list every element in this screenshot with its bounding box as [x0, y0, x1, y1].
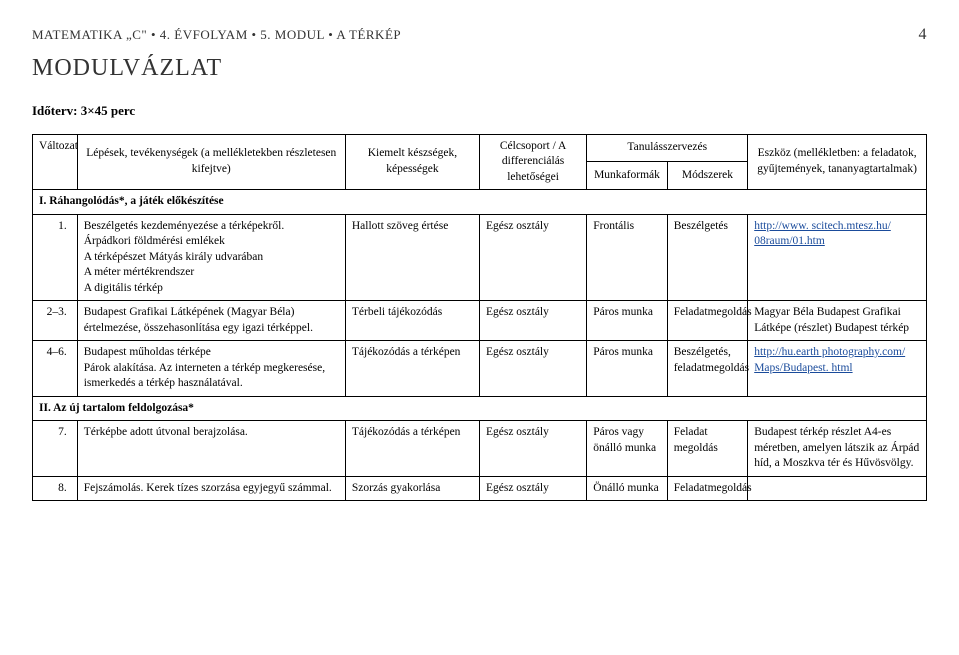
row-form: Frontális — [587, 214, 667, 301]
row-group: Egész osztály — [479, 214, 586, 301]
row-form: Páros vagy önálló munka — [587, 421, 667, 477]
row-step: Fejszámolás. Kerek tízes szorzása egyjeg… — [77, 476, 345, 501]
header-breadcrumb: MATEMATIKA „C" • 4. ÉVFOLYAM • 5. MODUL … — [32, 24, 927, 46]
section-row-a: I. Ráhangolódás*, a játék előkészítése — [33, 190, 927, 215]
row-method: Feladat megoldás — [667, 421, 747, 477]
row-step: Budapest Grafikai Látképének (Magyar Bél… — [77, 301, 345, 341]
table-row: 1. Beszélgetés kezdeményezése a térképek… — [33, 214, 927, 301]
row-skill: Hallott szöveg értése — [345, 214, 479, 301]
row-tool: http://www. scitech.mtesz.hu/ 08raum/01.… — [748, 214, 927, 301]
row-tool: http://hu.earth photography.com/ Maps/Bu… — [748, 341, 927, 397]
table-row: 2–3. Budapest Grafikai Látképének (Magya… — [33, 301, 927, 341]
row-tool: Magyar Béla Budapest Grafikai Látképe (r… — [748, 301, 927, 341]
row-form: Önálló munka — [587, 476, 667, 501]
row-form: Páros munka — [587, 341, 667, 397]
row-group: Egész osztály — [479, 301, 586, 341]
row-group: Egész osztály — [479, 421, 586, 477]
module-table: Változat Lépések, tevékenységek (a mellé… — [32, 134, 927, 502]
section-a-label: I. Ráhangolódás*, a játék előkészítése — [33, 190, 927, 215]
page-title: MODULVÁZLAT — [32, 52, 927, 84]
th-skills: Kiemelt készségek, képességek — [345, 134, 479, 190]
row-skill: Térbeli tájékozódás — [345, 301, 479, 341]
th-work-forms: Munkaformák — [587, 162, 667, 190]
row-tool: Budapest térkép részlet A4-es méretben, … — [748, 421, 927, 477]
row-tool — [748, 476, 927, 501]
time-plan: Időterv: 3×45 perc — [32, 102, 927, 120]
th-variant: Változat — [33, 134, 78, 190]
row-num: 1. — [33, 214, 78, 301]
row-method: Feladatmegoldás — [667, 301, 747, 341]
th-steps: Lépések, tevékenységek (a mellékletekben… — [77, 134, 345, 190]
th-tools: Eszköz (mellékletben: a feladatok, gyűjt… — [748, 134, 927, 190]
tool-link[interactable]: http://www. scitech.mtesz.hu/ 08raum/01.… — [754, 220, 891, 248]
row-method: Beszélgetés — [667, 214, 747, 301]
row-form: Páros munka — [587, 301, 667, 341]
breadcrumb-text: MATEMATIKA „C" • 4. ÉVFOLYAM • 5. MODUL … — [32, 26, 401, 44]
row-step: Térképbe adott útvonal berajzolása. — [77, 421, 345, 477]
tool-link[interactable]: http://hu.earth photography.com/ Maps/Bu… — [754, 346, 905, 374]
th-learning-org: Tanulásszervezés — [587, 134, 748, 162]
table-row: 8. Fejszámolás. Kerek tízes szorzása egy… — [33, 476, 927, 501]
row-group: Egész osztály — [479, 341, 586, 397]
row-skill: Tájékozódás a térképen — [345, 421, 479, 477]
row-num: 8. — [33, 476, 78, 501]
table-row: 4–6. Budapest műholdas térképe Párok ala… — [33, 341, 927, 397]
table-row: 7. Térképbe adott útvonal berajzolása. T… — [33, 421, 927, 477]
section-row-b: II. Az új tartalom feldolgozása* — [33, 396, 927, 421]
row-method: Beszélgetés, feladatmegoldás — [667, 341, 747, 397]
th-methods: Módszerek — [667, 162, 747, 190]
row-method: Feladatmegoldás — [667, 476, 747, 501]
row-group: Egész osztály — [479, 476, 586, 501]
page-number: 4 — [919, 24, 928, 46]
row-skill: Szorzás gyakorlása — [345, 476, 479, 501]
row-num: 2–3. — [33, 301, 78, 341]
row-step: Budapest műholdas térképe Párok alakítás… — [77, 341, 345, 397]
section-b-label: II. Az új tartalom feldolgozása* — [33, 396, 927, 421]
row-skill: Tájékozódás a térképen — [345, 341, 479, 397]
row-step: Beszélgetés kezdeményezése a térképekről… — [77, 214, 345, 301]
row-num: 4–6. — [33, 341, 78, 397]
th-target-group: Célcsoport / A differenciálás lehetősége… — [479, 134, 586, 190]
row-num: 7. — [33, 421, 78, 477]
